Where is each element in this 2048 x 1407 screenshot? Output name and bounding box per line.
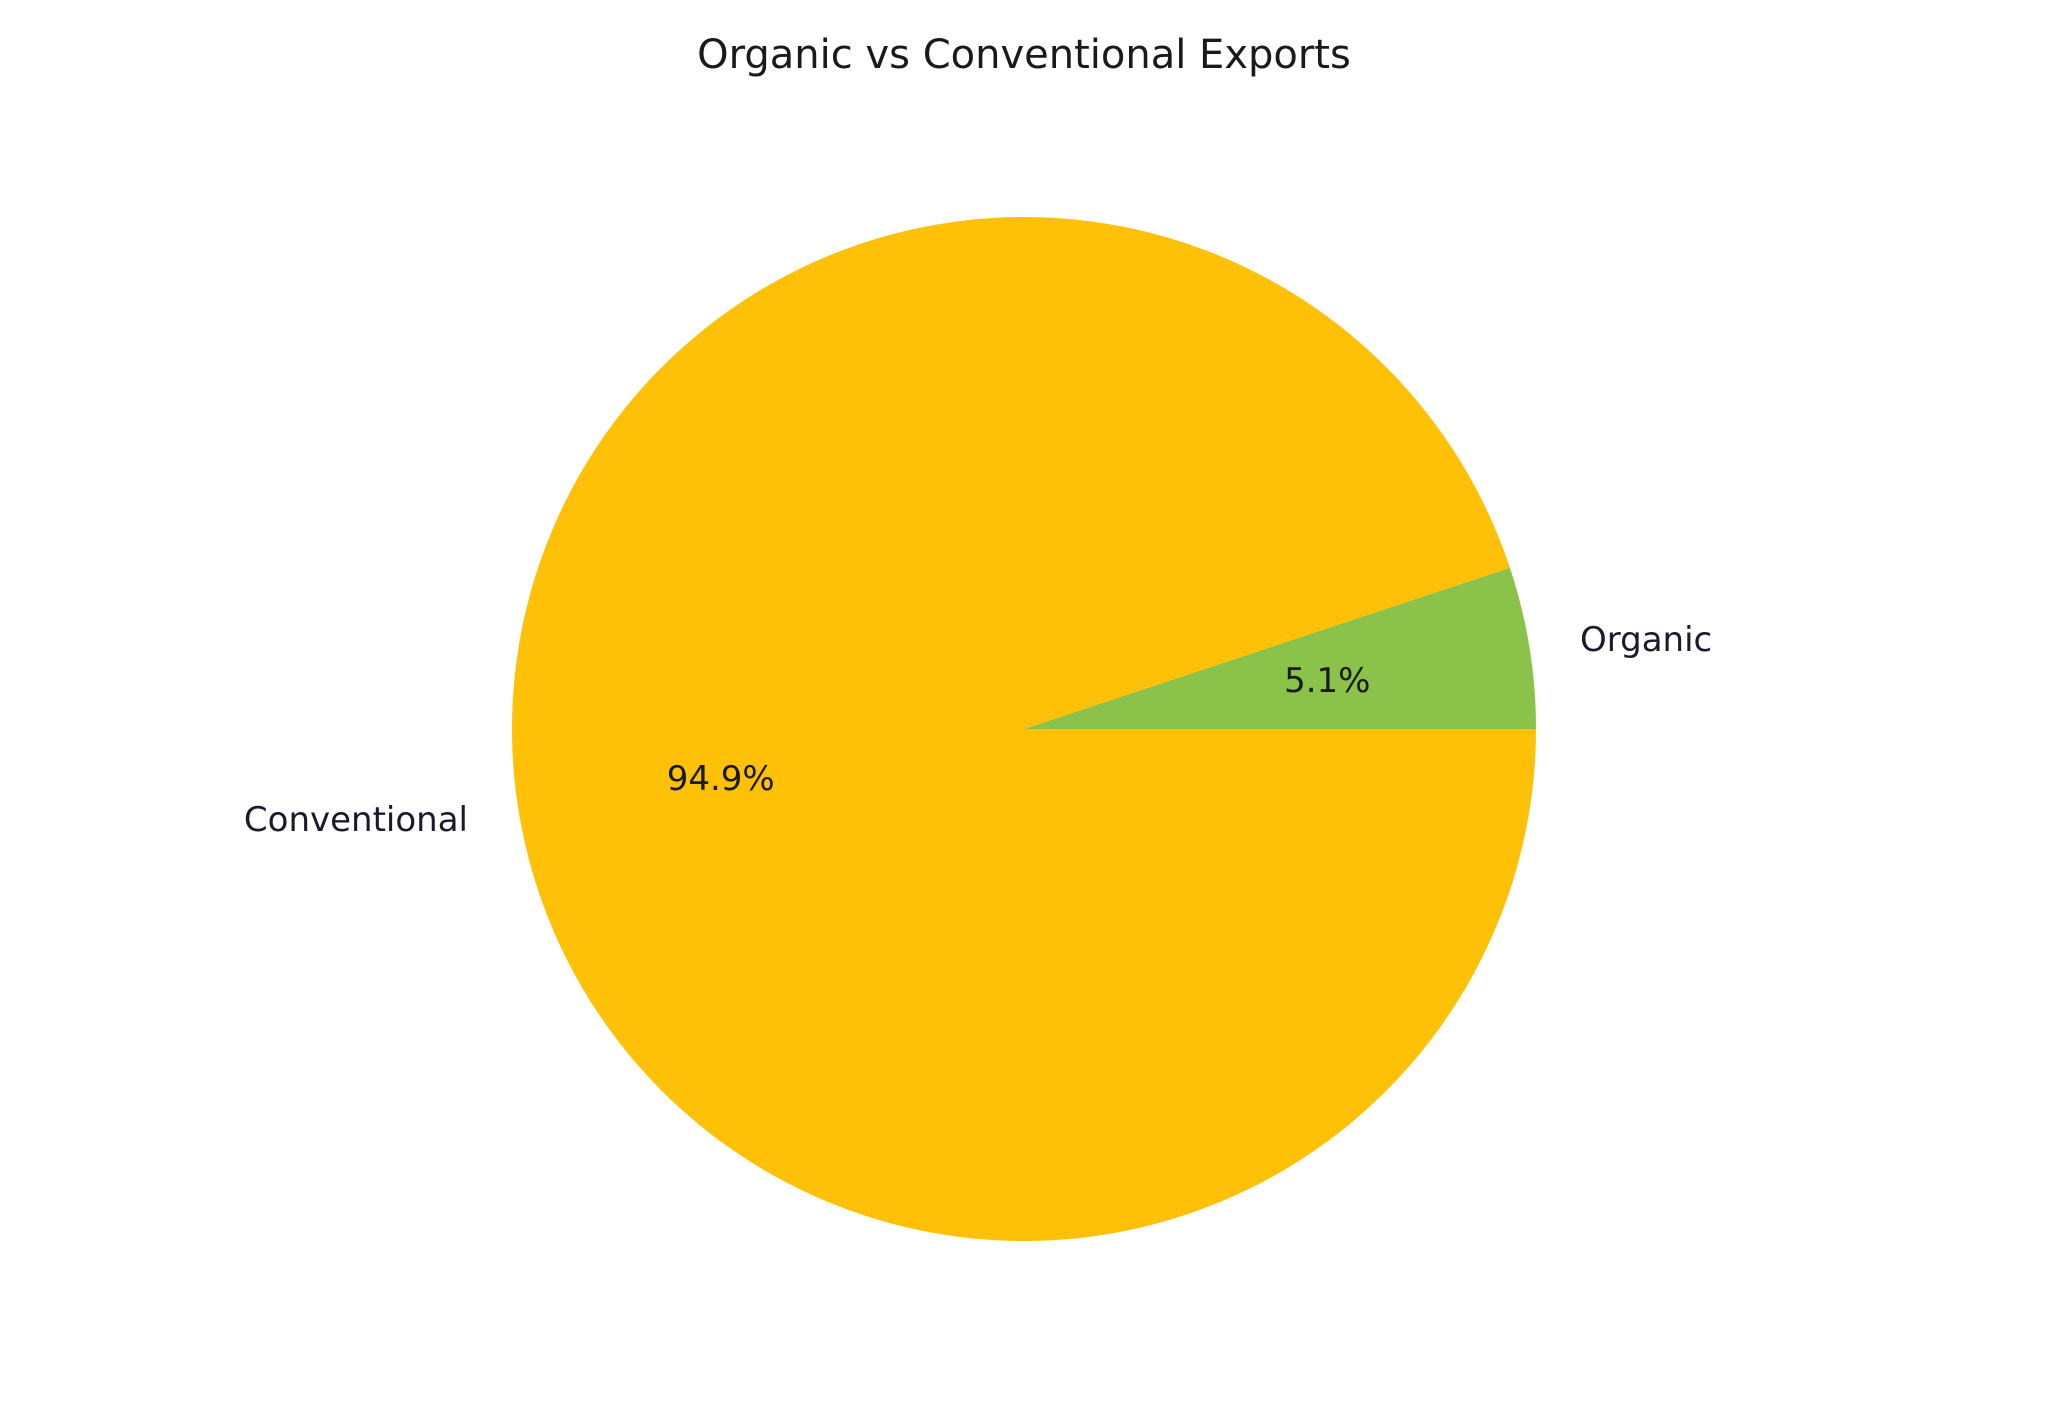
chart-title: Organic vs Conventional Exports xyxy=(697,32,1351,78)
slice-label-organic: Organic xyxy=(1580,620,1712,660)
pct-label-organic: 5.1% xyxy=(1284,661,1370,701)
pie-slice-organic xyxy=(1024,567,1536,729)
pie-slices xyxy=(512,216,1536,1241)
slice-label-conventional: Conventional xyxy=(244,800,468,840)
pie-slice-conventional xyxy=(512,216,1536,1241)
pct-label-conventional: 94.9% xyxy=(667,759,775,799)
pie-labels: Organic 5.1% Conventional 94.9% xyxy=(244,620,1712,840)
